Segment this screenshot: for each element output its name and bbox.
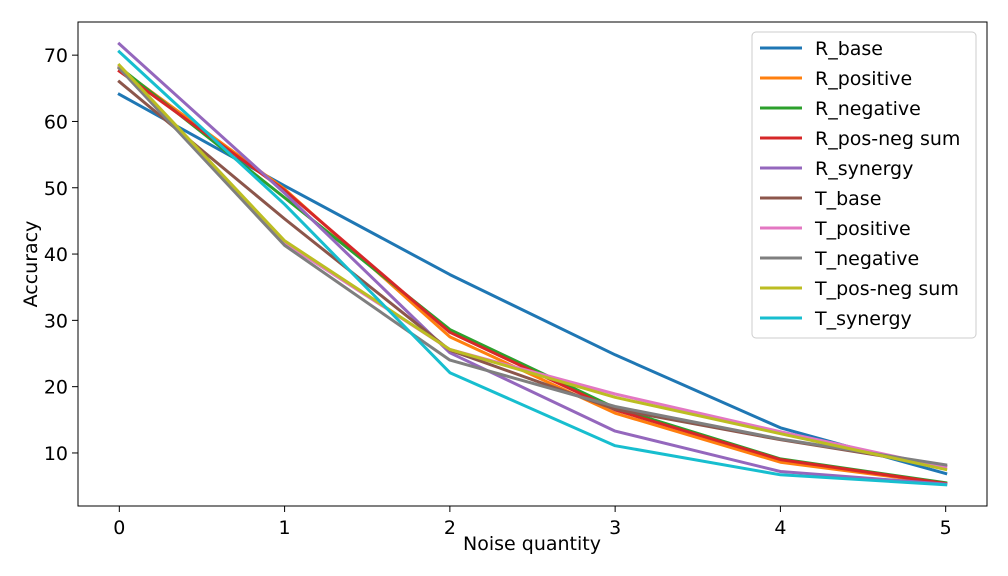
y-tick-label: 20 <box>44 377 68 399</box>
x-tick-label: 4 <box>774 517 786 539</box>
x-axis-label: Noise quantity <box>463 533 601 555</box>
series-line-r-synergy <box>117 41 948 486</box>
legend-label: R_positive <box>815 68 912 90</box>
y-tick-label: 30 <box>44 310 68 332</box>
legend-label: T_pos-neg sum <box>814 278 959 300</box>
x-tick-label: 0 <box>113 517 125 539</box>
x-tick-label: 2 <box>444 517 456 539</box>
y-tick-label: 10 <box>44 443 68 465</box>
y-axis-label: Accuracy <box>20 221 42 308</box>
y-axis-ticks: 10 20 30 40 50 60 70 <box>44 45 78 465</box>
y-tick-label: 50 <box>44 178 68 200</box>
legend-label: T_negative <box>814 248 919 270</box>
legend-label: R_negative <box>815 98 921 120</box>
legend-label: R_pos-neg sum <box>815 128 960 150</box>
legend-label: R_base <box>815 38 883 60</box>
series-line-t-negative <box>117 66 948 467</box>
x-tick-label: 5 <box>940 517 952 539</box>
series-line-t-synergy <box>117 49 948 487</box>
y-tick-label: 60 <box>44 111 68 133</box>
legend-label: T_synergy <box>814 308 912 330</box>
legend: R_base R_positive R_negative R_pos-neg sum R… <box>751 31 977 339</box>
legend-label: T_base <box>814 188 881 210</box>
x-tick-label: 3 <box>609 517 621 539</box>
legend-label: T_positive <box>814 218 911 240</box>
plot-frame <box>77 21 988 507</box>
legend-label: R_synergy <box>815 158 913 180</box>
y-tick-label: 40 <box>44 244 68 266</box>
x-axis-ticks: 0 1 2 3 4 5 <box>113 506 952 539</box>
x-tick-label: 1 <box>279 517 291 539</box>
legend-frame <box>751 31 977 339</box>
series-lines <box>117 41 948 487</box>
y-tick-label: 70 <box>44 45 68 67</box>
series-line-t-pos-neg-sum <box>117 62 948 472</box>
